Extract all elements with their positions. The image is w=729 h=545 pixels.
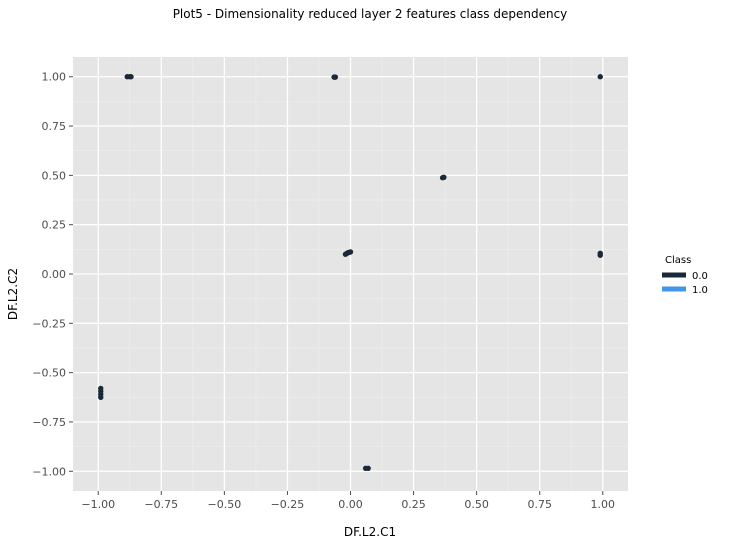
- x-axis-ticks: −1.00 −0.75 −0.50 −0.25 0.00 0.25 0.50 0.75 1.00: [81, 491, 615, 511]
- x-tick-label: −0.50: [208, 498, 242, 511]
- x-tick-label: −0.75: [144, 498, 178, 511]
- data-points: [98, 74, 603, 472]
- y-axis-ticks: 1.00 0.75 0.50 0.25 0.00 −0.25 −0.50 −0.75 −1.00: [32, 71, 73, 478]
- data-point: [597, 74, 603, 80]
- x-tick-label: −1.00: [81, 498, 115, 511]
- x-tick-label: 1.00: [591, 498, 616, 511]
- legend-label-class-0: 0.0: [692, 271, 708, 282]
- data-point: [347, 249, 354, 255]
- y-tick-label: −0.75: [32, 416, 66, 429]
- data-point: [439, 175, 446, 181]
- y-tick-label: 0.75: [42, 120, 67, 133]
- data-point: [365, 465, 371, 472]
- y-tick-label: 0.25: [42, 219, 67, 232]
- data-point: [128, 74, 134, 80]
- legend-label-class-1: 1.0: [692, 285, 708, 296]
- legend-title: Class: [665, 255, 691, 266]
- y-axis-label: DF.L2.C2: [6, 268, 20, 320]
- major-grid: [73, 57, 628, 491]
- y-tick-label: −1.00: [32, 465, 66, 478]
- x-tick-label: 0.25: [401, 498, 426, 511]
- y-tick-label: 1.00: [42, 71, 67, 84]
- y-tick-label: −0.25: [32, 317, 66, 330]
- data-point: [332, 74, 339, 80]
- y-tick-label: −0.50: [32, 367, 66, 380]
- x-axis-label: DF.L2.C1: [344, 525, 396, 539]
- chart-title: Plot5 - Dimensionality reduced layer 2 f…: [173, 7, 568, 21]
- x-tick-label: −0.25: [271, 498, 305, 511]
- x-tick-label: 0.75: [527, 498, 552, 511]
- x-tick-label: 0.50: [464, 498, 489, 511]
- data-point: [98, 394, 104, 400]
- x-tick-label: 0.00: [338, 498, 363, 511]
- y-tick-label: 0.00: [42, 268, 67, 281]
- y-tick-label: 0.50: [42, 169, 67, 182]
- data-point: [597, 250, 603, 256]
- legend: Class 0.0 1.0: [662, 255, 708, 296]
